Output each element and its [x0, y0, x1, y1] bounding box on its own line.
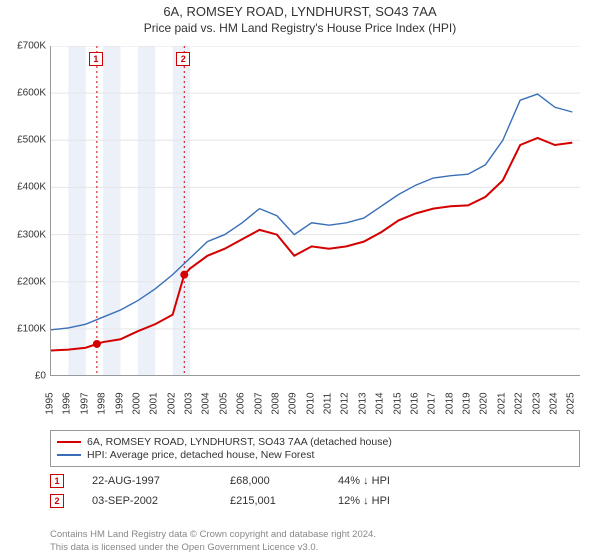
legend-row: 6A, ROMSEY ROAD, LYNDHURST, SO43 7AA (de…: [57, 436, 573, 448]
sale-date: 22-AUG-1997: [92, 475, 202, 487]
x-tick-label: 1997: [79, 392, 90, 414]
legend: 6A, ROMSEY ROAD, LYNDHURST, SO43 7AA (de…: [50, 430, 580, 467]
y-tick-label: £100K: [17, 323, 46, 334]
x-tick-label: 2001: [149, 392, 160, 414]
x-tick-label: 2011: [323, 393, 334, 415]
x-tick-label: 2015: [392, 392, 403, 414]
y-tick-label: £500K: [17, 135, 46, 146]
footer-attribution: Contains HM Land Registry data © Crown c…: [50, 529, 376, 554]
x-tick-label: 2018: [444, 392, 455, 414]
y-tick-label: £600K: [17, 88, 46, 99]
sale-marker-label: 2: [176, 52, 190, 66]
x-tick-label: 2007: [253, 392, 264, 414]
x-tick-label: 2006: [236, 392, 247, 414]
x-tick-label: 2009: [288, 392, 299, 414]
sale-row: 1 22-AUG-1997 £68,000 44% ↓ HPI: [50, 474, 428, 488]
x-tick-label: 2022: [514, 392, 525, 414]
legend-swatch: [57, 454, 81, 455]
x-tick-label: 2017: [427, 392, 438, 414]
chart: £0£100K£200K£300K£400K£500K£600K£700K 19…: [50, 46, 580, 376]
x-tick-label: 2002: [166, 392, 177, 414]
page-subtitle: Price paid vs. HM Land Registry's House …: [0, 21, 600, 35]
x-tick-label: 2003: [184, 392, 195, 414]
sale-price: £68,000: [230, 475, 310, 487]
x-tick-label: 2004: [201, 392, 212, 414]
x-tick-label: 1998: [97, 392, 108, 414]
legend-label: HPI: Average price, detached house, New …: [87, 449, 314, 461]
sale-row: 2 03-SEP-2002 £215,001 12% ↓ HPI: [50, 494, 428, 508]
legend-swatch: [57, 441, 81, 443]
x-tick-label: 2024: [548, 392, 559, 414]
x-tick-label: 2005: [218, 392, 229, 414]
x-tick-label: 1999: [114, 392, 125, 414]
x-tick-label: 2025: [566, 392, 577, 414]
y-tick-label: £400K: [17, 182, 46, 193]
sales-table: 1 22-AUG-1997 £68,000 44% ↓ HPI 2 03-SEP-2002…: [50, 474, 428, 514]
chart-plot: [50, 46, 580, 376]
x-tick-label: 2023: [531, 392, 542, 414]
x-tick-label: 2008: [270, 392, 281, 414]
x-tick-label: 2021: [496, 392, 507, 414]
sale-price: £215,001: [230, 495, 310, 507]
x-tick-label: 2019: [462, 392, 473, 414]
footer-line-1: Contains HM Land Registry data © Crown c…: [50, 529, 376, 541]
footer-line-2: This data is licensed under the Open Gov…: [50, 542, 376, 554]
page-title: 6A, ROMSEY ROAD, LYNDHURST, SO43 7AA: [0, 4, 600, 19]
y-tick-label: £200K: [17, 276, 46, 287]
x-tick-label: 2000: [131, 392, 142, 414]
legend-label: 6A, ROMSEY ROAD, LYNDHURST, SO43 7AA (de…: [87, 436, 392, 448]
x-tick-label: 2010: [305, 392, 316, 414]
x-tick-label: 2012: [340, 392, 351, 414]
sale-marker-label: 1: [89, 52, 103, 66]
y-tick-label: £700K: [17, 41, 46, 52]
x-tick-label: 2020: [479, 392, 490, 414]
y-tick-label: £0: [35, 371, 46, 382]
sale-date: 03-SEP-2002: [92, 495, 202, 507]
y-tick-label: £300K: [17, 229, 46, 240]
legend-row: HPI: Average price, detached house, New …: [57, 449, 573, 461]
x-tick-label: 2014: [375, 392, 386, 414]
x-tick-label: 1996: [62, 392, 73, 414]
sale-hpi-diff: 44% ↓ HPI: [338, 475, 428, 487]
sale-marker-icon: 2: [50, 494, 64, 508]
x-tick-label: 2013: [357, 392, 368, 414]
sale-hpi-diff: 12% ↓ HPI: [338, 495, 428, 507]
sale-marker-icon: 1: [50, 474, 64, 488]
x-tick-label: 2016: [409, 392, 420, 414]
x-tick-label: 1995: [45, 392, 56, 414]
